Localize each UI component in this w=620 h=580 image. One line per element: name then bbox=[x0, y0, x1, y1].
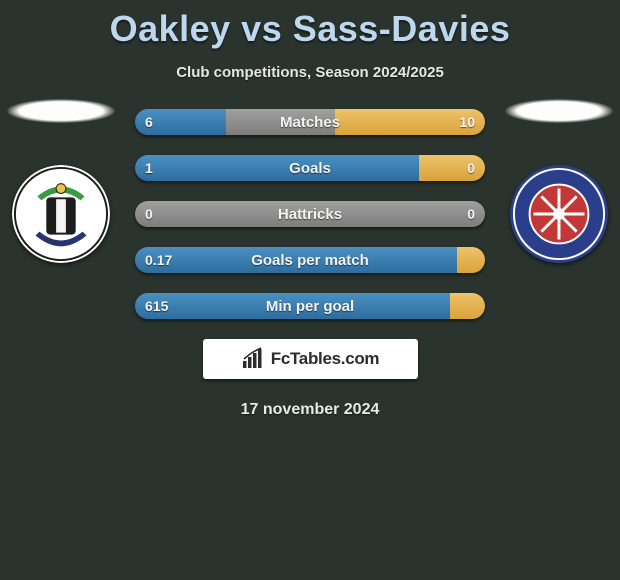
stat-label: Matches bbox=[135, 109, 485, 135]
branding-text: FcTables.com bbox=[271, 349, 380, 369]
page-subtitle: Club competitions, Season 2024/2025 bbox=[0, 64, 620, 81]
stat-row-goals: 1Goals0 bbox=[135, 155, 485, 181]
halo-right bbox=[505, 99, 613, 123]
stat-row-goals-per-match: 0.17Goals per match bbox=[135, 247, 485, 273]
player-right-side bbox=[504, 99, 614, 263]
stat-value-right: 0 bbox=[467, 201, 475, 227]
club-crest-right bbox=[510, 165, 608, 263]
branding-icon bbox=[241, 347, 265, 371]
stat-row-matches: 6Matches10 bbox=[135, 109, 485, 135]
stat-value-right: 0 bbox=[467, 155, 475, 181]
stat-row-hattricks: 0Hattricks0 bbox=[135, 201, 485, 227]
stat-row-min-per-goal: 615Min per goal bbox=[135, 293, 485, 319]
player-left-side bbox=[6, 99, 116, 263]
page-title: Oakley vs Sass-Davies bbox=[0, 0, 620, 50]
club-crest-left bbox=[12, 165, 110, 263]
stat-label: Goals per match bbox=[135, 247, 485, 273]
comparison-panel: 6Matches101Goals00Hattricks00.17Goals pe… bbox=[0, 109, 620, 419]
halo-left bbox=[7, 99, 115, 123]
stat-label: Hattricks bbox=[135, 201, 485, 227]
stat-value-right: 10 bbox=[459, 109, 475, 135]
branding-badge[interactable]: FcTables.com bbox=[203, 339, 418, 379]
snapshot-date: 17 november 2024 bbox=[0, 401, 620, 419]
stat-label: Goals bbox=[135, 155, 485, 181]
stat-bars: 6Matches101Goals00Hattricks00.17Goals pe… bbox=[135, 109, 485, 319]
stat-label: Min per goal bbox=[135, 293, 485, 319]
